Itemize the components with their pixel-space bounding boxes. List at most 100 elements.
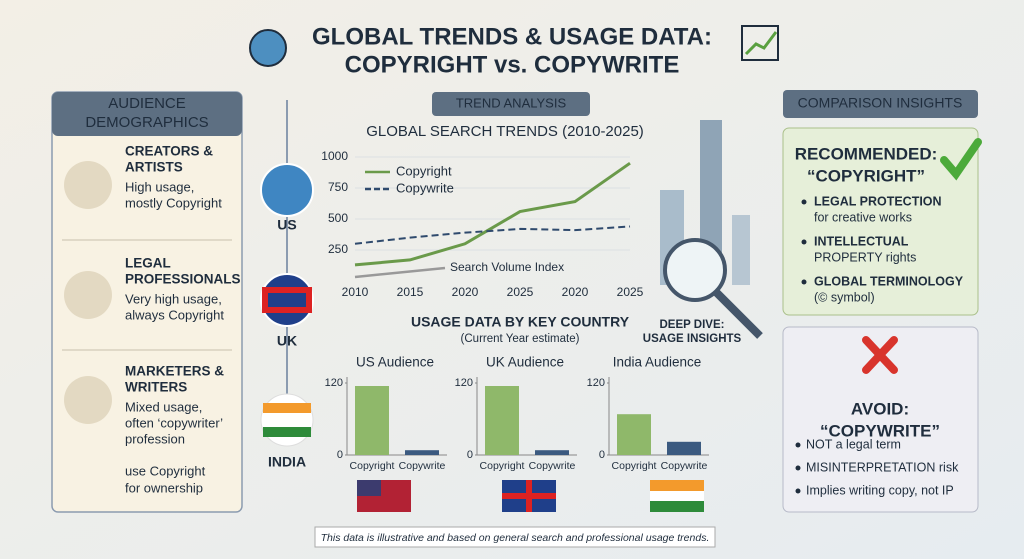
avoid-bullet: Implies writing copy, not IP — [806, 483, 954, 497]
bar — [485, 386, 519, 455]
item-title: PROFESSIONALS — [125, 272, 241, 287]
item-title: CREATORS & — [125, 144, 213, 159]
recommended-title: “COPYRIGHT” — [807, 166, 925, 185]
trend-heading-bar — [432, 92, 590, 116]
country-label: US — [277, 217, 296, 233]
country-label: UK — [277, 333, 297, 349]
x-tick-label: Copywrite — [399, 460, 446, 472]
section-subheading: (Current Year estimate) — [461, 333, 580, 345]
recommended-bullet: (© symbol) — [814, 290, 875, 304]
item-title: WRITERS — [125, 380, 187, 395]
recommended-box — [782, 127, 979, 316]
item-note: use Copyright — [125, 463, 206, 478]
item-title: LEGAL — [125, 256, 171, 271]
y-tick-label: 0 — [337, 449, 343, 461]
chart-title: US Audience — [356, 355, 434, 370]
avoid-box — [782, 326, 979, 513]
bar — [535, 450, 569, 455]
y-tick-label: 250 — [328, 242, 348, 256]
y-tick-label: 120 — [455, 377, 473, 389]
bullet — [795, 465, 801, 471]
y-tick-label: 120 — [587, 377, 605, 389]
item-text: often ‘copywriter’ — [125, 415, 223, 430]
item-text: always Copyright — [125, 307, 224, 322]
uk-flag-cross — [502, 480, 556, 512]
item-text: Very high usage, — [125, 291, 222, 306]
series-line — [354, 225, 631, 245]
us-flag-canton — [357, 480, 381, 496]
india-green — [263, 427, 311, 437]
india-flag-bottom — [650, 501, 704, 512]
item-text: mostly Copyright — [125, 195, 222, 210]
skyline — [732, 215, 750, 285]
title: COPYRIGHT vs. COPYWRITE — [345, 51, 680, 78]
chart-title: India Audience — [613, 355, 702, 370]
y-tick-label: 0 — [599, 449, 605, 461]
item-text: profession — [125, 431, 185, 446]
india-saffron — [263, 403, 311, 413]
section-heading: TREND ANALYSIS — [456, 95, 567, 110]
bar — [667, 441, 701, 455]
x-tick-label: 2010 — [342, 285, 369, 299]
y-tick-label: 120 — [325, 377, 343, 389]
deep-dive: DEEP DIVE: — [660, 319, 725, 331]
x-tick-label: 2025 — [507, 285, 534, 299]
x-tick-label: 2020 — [562, 285, 589, 299]
section-heading: USAGE DATA BY KEY COUNTRY — [411, 314, 630, 330]
series-line — [354, 161, 631, 267]
y-tick-label: 0 — [467, 449, 473, 461]
recommended-title: RECOMMENDED: — [795, 144, 938, 163]
bullet — [801, 239, 807, 245]
panel-heading: AUDIENCE — [108, 95, 186, 112]
magnifier — [663, 238, 727, 302]
recommended-bullet: for creative works — [814, 210, 912, 224]
item-text: High usage, — [125, 179, 194, 194]
deep-dive: USAGE INSIGHTS — [643, 333, 742, 345]
bar — [405, 450, 439, 455]
chart-icon — [741, 25, 779, 61]
bullet — [801, 279, 807, 285]
y-tick-label: 1000 — [321, 149, 348, 163]
panel-heading: COMPARISON INSIGHTS — [798, 95, 963, 111]
avoid-bullet: NOT a legal term — [806, 437, 901, 451]
x-tick-label: 2015 — [397, 285, 424, 299]
uk-flag-circle — [260, 273, 314, 327]
item-note: for ownership — [125, 480, 203, 495]
item-title: ARTISTS — [125, 160, 183, 175]
avoid-title: “COPYWRITE” — [820, 421, 940, 440]
x-tick-label: Copyright — [612, 460, 657, 472]
x-tick-label: 2020 — [452, 285, 479, 299]
bullet — [801, 199, 807, 205]
legend-label: Copywrite — [396, 180, 454, 195]
india-flag-top — [650, 480, 704, 491]
footer-box — [314, 526, 716, 548]
y-tick-label: 500 — [328, 211, 348, 225]
x-tick-label: Copyright — [480, 460, 525, 472]
demographics-heading-bar — [52, 92, 242, 136]
check-mark — [940, 138, 982, 181]
creator-icon — [64, 161, 112, 209]
legend-label: Copyright — [396, 163, 452, 178]
insights-heading-bar — [783, 90, 978, 118]
x-tick-label: Copywrite — [529, 460, 576, 472]
panel-heading: DEMOGRAPHICS — [85, 114, 208, 131]
bullet — [795, 488, 801, 494]
chart-title: UK Audience — [486, 355, 564, 370]
x-tick-label: 2025 — [617, 285, 644, 299]
chart-title: GLOBAL SEARCH TRENDS (2010-2025) — [366, 123, 644, 140]
recommended-bullet: GLOBAL TERMINOLOGY — [814, 274, 964, 288]
x-mark — [862, 336, 898, 374]
us-globe — [260, 163, 314, 217]
item-text: Mixed usage, — [125, 399, 202, 414]
x-tick-label: Copyright — [350, 460, 395, 472]
bullet — [795, 442, 801, 448]
avoid-bullet: MISINTERPRETATION risk — [806, 460, 959, 474]
writer-icon — [64, 376, 112, 424]
country-label: INDIA — [268, 454, 306, 470]
legal-icon — [64, 271, 112, 319]
magnifier-handle — [713, 289, 763, 339]
footer: This data is illustrative and based on g… — [321, 532, 710, 544]
x-tick-label: Copywrite — [661, 460, 708, 472]
india-flag-circle — [260, 393, 314, 447]
